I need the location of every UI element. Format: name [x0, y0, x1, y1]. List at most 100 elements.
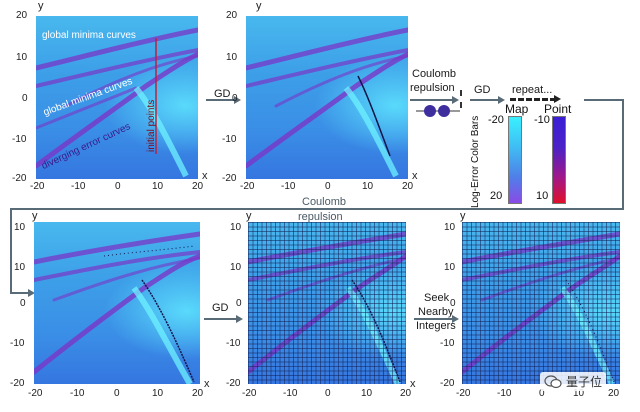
y-tick: 20	[226, 10, 238, 21]
colorbar-point-top: -10	[534, 114, 550, 126]
y-tick: 10	[230, 222, 242, 233]
label-global-minima-1: global minima curves	[42, 30, 136, 41]
step-gd-label: GD	[474, 84, 491, 96]
y-axis-label: y	[32, 210, 38, 222]
x-axis-label: x	[204, 378, 210, 390]
colorbar-point-bottom: 10	[536, 190, 549, 202]
y-tick: 0	[236, 298, 242, 309]
colorbar-map-label: Map	[505, 102, 529, 116]
label-initial-points: initial points	[146, 99, 157, 152]
x-tick: -20	[456, 388, 471, 399]
y-tick: -20	[440, 378, 455, 389]
x-tick: 20	[192, 388, 204, 399]
step-coulomb-label: repulsion	[298, 211, 343, 223]
arrow-head-icon	[28, 289, 35, 297]
y-tick: -20	[222, 173, 237, 184]
y-tick: 20	[16, 10, 28, 21]
arrow-head-icon	[554, 95, 561, 103]
global-minima-curve	[246, 48, 408, 88]
step-coulomb-label: Coulomb	[302, 196, 347, 208]
global-minima-curve	[36, 27, 198, 71]
x-tick: 10	[362, 181, 374, 192]
minima-curves-svg	[246, 27, 408, 178]
global-minima-curve	[246, 27, 408, 71]
colorbar-point-label: Point	[544, 102, 572, 116]
arrow-coulomb-1	[410, 99, 454, 101]
x-tick: 0	[114, 388, 120, 399]
arrow-head-icon	[234, 96, 241, 104]
minima-curves-svg	[34, 231, 200, 384]
arrow-into-panel-4	[10, 292, 30, 294]
y-tick: -10	[440, 338, 455, 349]
diverging-error-curve	[36, 86, 138, 130]
y-tick: 0	[22, 93, 28, 104]
x-tick: 10	[361, 388, 373, 399]
y-tick: -10	[226, 338, 241, 349]
y-tick: 10	[16, 52, 28, 63]
map-panel-initial: global minima curves global minima curve…	[36, 16, 198, 179]
y-tick: 0	[232, 93, 238, 104]
y-axis-label: y	[460, 210, 466, 222]
global-minima-curve	[36, 48, 198, 88]
integer-grid-overlay	[462, 222, 620, 384]
arrow-gd-1	[206, 99, 236, 101]
map-panel-after-gd	[246, 16, 408, 179]
divider-dashed	[460, 90, 462, 108]
y-tick: -10	[222, 134, 237, 145]
step-coulomb-label: repulsion	[410, 82, 455, 94]
y-tick: -10	[10, 338, 25, 349]
y-tick: 10	[226, 52, 238, 63]
x-tick: 20	[192, 181, 204, 192]
integer-grid-overlay	[248, 222, 406, 384]
step-repeat-label: repeat...	[512, 84, 553, 96]
x-tick: 10	[573, 388, 585, 399]
arrow-head-icon	[452, 315, 459, 323]
y-tick: 0	[450, 298, 456, 309]
point-cluster-curve	[141, 279, 195, 383]
global-minima-curve	[34, 231, 200, 265]
global-minima-curve	[34, 250, 200, 282]
x-axis-label: x	[412, 170, 418, 182]
x-tick: 0	[325, 181, 331, 192]
watermark-text: 量子位	[566, 375, 603, 389]
step-seek-label: Nearby	[418, 306, 454, 318]
map-panel-gridded	[248, 222, 406, 384]
y-tick: 10	[14, 262, 26, 273]
step-seek-label: Seek	[424, 292, 450, 304]
particle-icon	[424, 105, 436, 117]
particle-icon	[438, 105, 450, 117]
step-coulomb-label: Coulomb	[412, 68, 457, 80]
y-tick: -10	[12, 134, 27, 145]
y-tick: 10	[14, 222, 26, 233]
map-panel-repeated	[34, 222, 200, 384]
x-tick: 20	[608, 388, 620, 399]
colorbar-map	[508, 116, 522, 204]
y-tick: 10	[444, 262, 456, 273]
x-tick: -10	[281, 181, 296, 192]
x-tick: 20	[402, 181, 414, 192]
y-tick: 10	[444, 222, 456, 233]
arrow-head-icon	[452, 96, 459, 104]
x-tick: -20	[240, 181, 255, 192]
flow-connector-line	[10, 208, 12, 294]
repeat-dashed-arrow	[510, 98, 556, 101]
point-cluster-curve	[357, 75, 391, 157]
flow-connector-line	[584, 99, 624, 101]
x-tick: 0	[325, 388, 331, 399]
x-tick: -20	[242, 388, 257, 399]
x-axis-label: x	[410, 378, 416, 390]
arrow-head-icon	[236, 315, 243, 323]
colorbar-map-top: -20	[488, 114, 504, 126]
watermark: 量子位	[540, 372, 607, 391]
x-tick: -10	[283, 388, 298, 399]
x-tick: -10	[70, 388, 85, 399]
x-tick: 10	[152, 181, 164, 192]
wechat-icon	[544, 374, 562, 388]
minima-curves-svg	[36, 27, 198, 178]
repulsion-particles-svg	[416, 105, 460, 117]
flow-connector-line	[622, 99, 624, 210]
flow-connector-line	[10, 208, 624, 210]
y-tick: -20	[226, 378, 241, 389]
y-tick: -20	[12, 173, 27, 184]
arrow-gd-2	[470, 99, 500, 101]
